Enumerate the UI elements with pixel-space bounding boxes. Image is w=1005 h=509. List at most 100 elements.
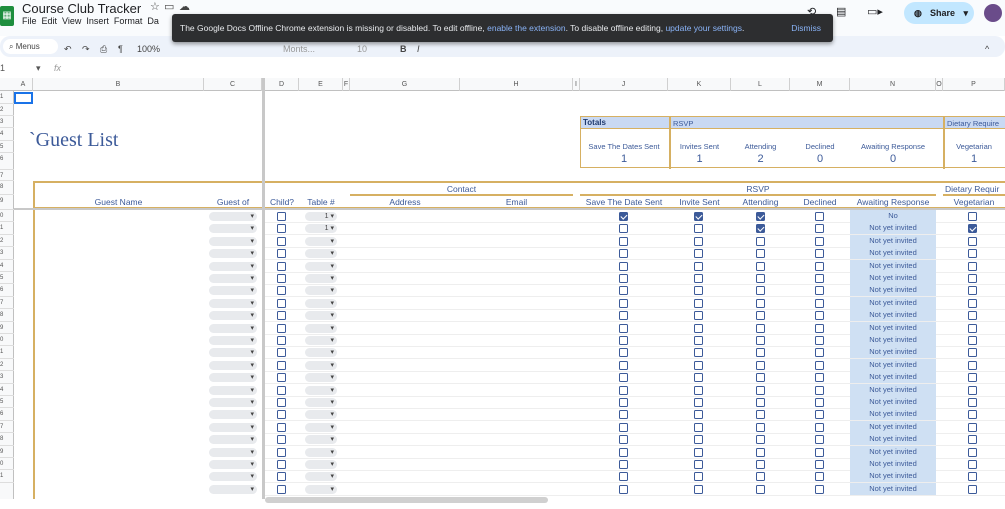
column-header-I[interactable]: I <box>573 78 580 91</box>
save-checkbox[interactable] <box>619 472 628 482</box>
guest-of-dropdown[interactable]: ▾ <box>209 236 257 246</box>
freeze-row-divider[interactable] <box>14 208 1005 210</box>
print-icon[interactable]: ⎙ <box>100 44 108 54</box>
invite-checkbox[interactable] <box>694 484 703 494</box>
veg-checkbox[interactable] <box>968 249 977 259</box>
veg-checkbox[interactable] <box>968 274 977 283</box>
declined-checkbox[interactable] <box>815 460 824 469</box>
column-header-N[interactable]: N <box>850 78 936 91</box>
guest-of-dropdown[interactable]: ▾ <box>209 286 257 296</box>
save-checkbox[interactable] <box>619 360 628 370</box>
guest-of-dropdown[interactable]: ▾ <box>209 435 257 445</box>
column-header-P[interactable]: P <box>943 78 1005 91</box>
declined-checkbox[interactable] <box>815 422 824 432</box>
declined-checkbox[interactable] <box>815 484 824 494</box>
chevron-down-icon[interactable]: ▾ <box>330 461 334 468</box>
row-header[interactable]: 0 <box>0 210 14 223</box>
chevron-down-icon[interactable]: ▾ <box>36 63 41 73</box>
column-header-J[interactable]: J <box>580 78 668 91</box>
child-checkbox[interactable] <box>277 236 286 246</box>
invite-checkbox[interactable] <box>694 236 703 246</box>
child-checkbox[interactable] <box>277 348 286 358</box>
veg-checkbox[interactable] <box>968 422 977 432</box>
comments-icon[interactable]: ▤ <box>836 6 847 18</box>
declined-checkbox[interactable] <box>815 212 824 221</box>
row-header[interactable]: 2 <box>0 104 14 116</box>
veg-checkbox[interactable] <box>968 360 977 370</box>
dismiss-button[interactable]: Dismiss <box>791 23 821 33</box>
table-dropdown[interactable]: ▾ <box>305 460 337 469</box>
row-header[interactable]: 5 <box>0 396 14 409</box>
move-folder-icon[interactable]: ▭ <box>164 1 175 13</box>
save-checkbox[interactable] <box>619 422 628 432</box>
chevron-down-icon[interactable]: ▾ <box>330 337 334 344</box>
menu-view[interactable]: View <box>62 16 82 26</box>
attending-checkbox[interactable] <box>756 360 765 370</box>
table-dropdown[interactable]: ▾ <box>305 360 337 370</box>
declined-checkbox[interactable] <box>815 435 824 445</box>
attending-checkbox[interactable] <box>756 472 765 482</box>
invite-checkbox[interactable] <box>694 410 703 420</box>
declined-checkbox[interactable] <box>815 348 824 358</box>
veg-checkbox[interactable] <box>968 311 977 321</box>
table-dropdown[interactable]: ▾ <box>305 274 337 283</box>
row-header[interactable]: 4 <box>0 384 14 396</box>
chevron-down-icon[interactable]: ▾ <box>250 237 254 245</box>
save-checkbox[interactable] <box>619 323 628 333</box>
attending-checkbox[interactable] <box>756 410 765 420</box>
meet-icon[interactable]: ▭▸ <box>867 6 883 18</box>
row-header[interactable]: 3 <box>0 247 14 260</box>
invite-checkbox[interactable] <box>694 249 703 259</box>
chevron-down-icon[interactable]: ▾ <box>250 250 254 258</box>
declined-checkbox[interactable] <box>815 298 824 308</box>
table-dropdown[interactable]: ▾ <box>305 385 337 395</box>
table-dropdown[interactable]: ▾ <box>305 336 337 345</box>
column-header-A[interactable]: A <box>14 78 33 91</box>
enable-extension-link[interactable]: enable the extension <box>487 23 566 33</box>
veg-checkbox[interactable] <box>968 298 977 308</box>
redo-icon[interactable]: ↷ <box>82 44 90 54</box>
attending-checkbox[interactable] <box>756 373 765 383</box>
table-dropdown[interactable]: ▾ <box>305 311 337 321</box>
child-checkbox[interactable] <box>277 472 286 482</box>
column-header-H[interactable]: H <box>460 78 573 91</box>
row-header[interactable]: 1 <box>0 470 14 483</box>
save-checkbox[interactable] <box>619 261 628 271</box>
chevron-down-icon[interactable]: ▾ <box>330 485 334 493</box>
declined-checkbox[interactable] <box>815 472 824 482</box>
guest-of-dropdown[interactable]: ▾ <box>209 298 257 308</box>
save-checkbox[interactable] <box>619 311 628 321</box>
menu-file[interactable]: File <box>22 16 37 26</box>
attending-checkbox[interactable] <box>756 398 765 407</box>
save-checkbox[interactable] <box>619 435 628 445</box>
chevron-down-icon[interactable]: ▾ <box>250 436 254 444</box>
guest-of-dropdown[interactable]: ▾ <box>209 336 257 345</box>
save-checkbox[interactable] <box>619 460 628 469</box>
chevron-down-icon[interactable]: ▾ <box>250 324 254 332</box>
column-header-B[interactable]: B <box>33 78 204 91</box>
save-checkbox[interactable] <box>619 348 628 358</box>
attending-checkbox[interactable] <box>756 385 765 395</box>
guest-of-dropdown[interactable]: ▾ <box>209 274 257 283</box>
row-header[interactable]: 2 <box>0 359 14 372</box>
row-header[interactable]: 6 <box>0 408 14 421</box>
attending-checkbox[interactable] <box>756 236 765 246</box>
veg-checkbox[interactable] <box>968 323 977 333</box>
document-title[interactable]: Course Club Tracker <box>22 1 142 16</box>
row-header[interactable]: 1 <box>0 346 14 359</box>
row-header[interactable]: 2 <box>0 235 14 248</box>
guest-of-dropdown[interactable]: ▾ <box>209 472 257 482</box>
table-dropdown[interactable]: 1 ▾ <box>305 224 337 234</box>
chevron-down-icon[interactable]: ▾ <box>250 361 254 369</box>
veg-checkbox[interactable] <box>968 224 977 234</box>
invite-checkbox[interactable] <box>694 472 703 482</box>
guest-of-dropdown[interactable]: ▾ <box>209 410 257 420</box>
chevron-down-icon[interactable]: ▾ <box>330 448 334 456</box>
chevron-down-icon[interactable]: ▾ <box>330 213 334 220</box>
row-header[interactable]: 0 <box>0 334 14 347</box>
guest-of-dropdown[interactable]: ▾ <box>209 323 257 333</box>
zoom-select[interactable]: 100% <box>137 44 161 54</box>
column-header-O[interactable]: O <box>936 78 943 91</box>
chevron-down-icon[interactable]: ▾ <box>330 436 334 444</box>
chevron-down-icon[interactable]: ▾ <box>250 262 254 270</box>
